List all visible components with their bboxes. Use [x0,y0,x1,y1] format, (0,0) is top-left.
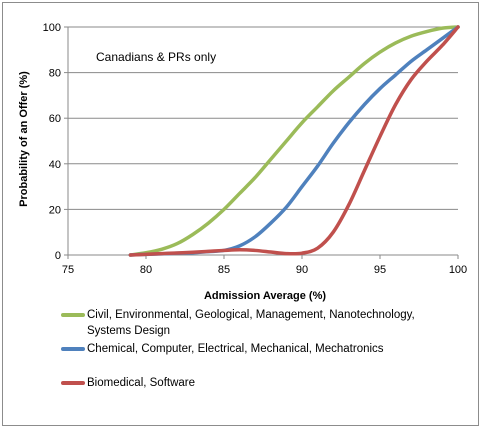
x-tick-label-3: 90 [296,264,308,276]
chart-annotation: Canadians & PRs only [96,50,216,64]
y-tick-label-4: 80 [49,68,61,80]
chart-frame: 0 20 40 60 80 100 75 80 85 90 95 100 Canadians & PR… [2,2,479,426]
y-tick-label-1: 20 [49,204,61,216]
y-tick-label-5: 100 [43,22,61,34]
x-tick-label-2: 85 [218,264,230,276]
x-tick-label-5: 100 [449,264,467,276]
legend-swatch-1 [61,313,85,317]
legend-entry-3: Biomedical, Software [61,375,461,409]
legend-label-1: Civil, Environmental, Geological, Manage… [87,309,415,337]
x-tick-label-0: 75 [62,264,74,276]
legend-swatch-3 [61,381,85,385]
line-chart: 0 20 40 60 80 100 75 80 85 90 95 100 Canadians & PR… [18,22,467,302]
y-axis-title: Probability of an Offer (%) [18,71,30,207]
legend-label-2: Chemical, Computer, Electrical, Mechanic… [87,343,384,355]
y-tick-label-0: 0 [55,250,61,262]
y-tick-label-3: 60 [49,113,61,125]
x-tick-label-1: 80 [140,264,152,276]
legend-swatch-2 [61,347,85,351]
y-tick-label-2: 40 [49,159,61,171]
x-axis-title: Admission Average (%) [204,290,326,302]
legend-label-3: Biomedical, Software [87,377,196,389]
series-line-1 [128,25,460,257]
x-tick-label-4: 95 [374,264,386,276]
legend-entry-1: Civil, Environmental, Geological, Manage… [61,307,461,341]
series-line-3 [128,25,460,257]
legend-entry-2: Chemical, Computer, Electrical, Mechanic… [61,341,461,375]
